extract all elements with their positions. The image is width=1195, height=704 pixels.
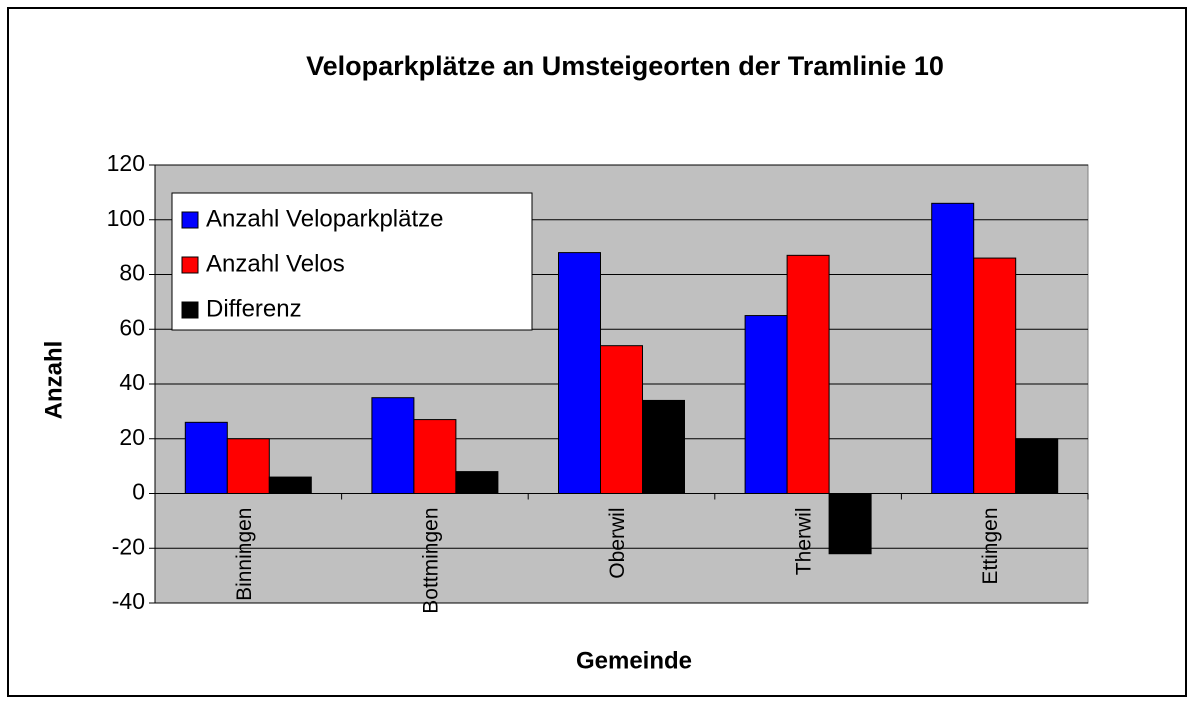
legend-label: Differenz — [206, 295, 302, 322]
x-tick-label: Oberwil — [606, 508, 629, 579]
y-tick-label: -20 — [112, 533, 145, 559]
legend — [171, 192, 533, 331]
y-tick-label: 100 — [107, 205, 145, 231]
bar — [744, 315, 788, 494]
y-tick-label: 20 — [119, 424, 145, 450]
x-tick-label: Bottmingen — [419, 508, 442, 614]
y-tick-label: -40 — [112, 588, 145, 614]
legend-label: Anzahl Veloparkplätze — [206, 205, 444, 232]
bar — [184, 421, 228, 495]
x-tick-label: Ettingen — [979, 508, 1002, 585]
bar — [786, 254, 830, 494]
bar — [455, 471, 499, 495]
y-tick-label: 60 — [119, 314, 145, 340]
bar — [600, 345, 643, 494]
bar — [642, 399, 685, 494]
bar — [371, 397, 415, 494]
x-axis-title: Gemeinde — [576, 647, 692, 674]
y-tick-label: 80 — [119, 260, 145, 286]
legend-label: Anzahl Velos — [206, 250, 345, 277]
bar — [828, 493, 872, 555]
y-tick-label: 120 — [107, 150, 145, 176]
bar — [558, 252, 601, 494]
bar — [973, 257, 1017, 495]
chart-title: Veloparkplätze an Umsteigeorten der Tram… — [306, 51, 944, 81]
bar — [413, 419, 457, 494]
bar — [1015, 438, 1059, 494]
bar — [268, 476, 312, 495]
legend-swatch — [181, 301, 199, 319]
legend-swatch — [181, 256, 199, 274]
y-tick-label: 40 — [119, 369, 145, 395]
bar — [931, 202, 975, 494]
bar — [226, 438, 270, 494]
legend-swatch — [181, 211, 199, 229]
y-axis-title: Anzahl — [40, 341, 67, 420]
x-tick-label: Therwil — [793, 508, 816, 576]
y-tick-label: 0 — [132, 479, 145, 505]
x-tick-label: Binningen — [233, 508, 256, 601]
